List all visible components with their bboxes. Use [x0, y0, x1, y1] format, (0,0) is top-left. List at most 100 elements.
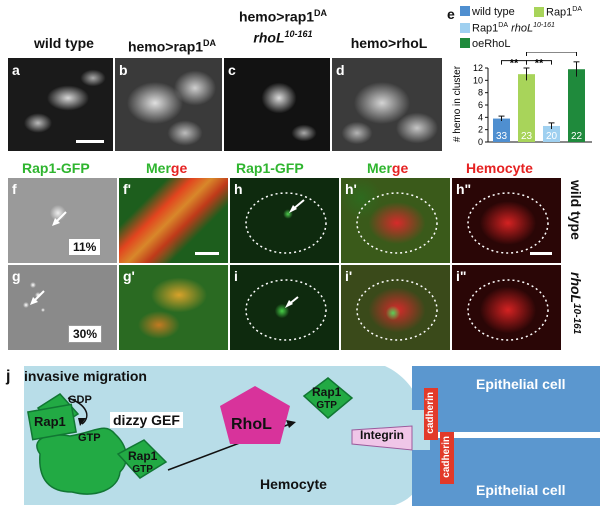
panel-label-h-prime: h' [345, 181, 357, 197]
n-label: 23 [521, 131, 533, 142]
panel-label-h-double-prime: h" [456, 181, 472, 197]
exchange-arrow [67, 397, 88, 425]
panel-label-j: j [6, 368, 11, 385]
significance-label: ** [510, 58, 519, 70]
micrograph-i-prime: i' [341, 265, 450, 350]
y-tick-label: 4 [478, 112, 483, 122]
y-tick-label: 10 [473, 75, 483, 85]
col-header-rap1-gfp-1: Rap1-GFP [22, 160, 90, 176]
legend-swatch [460, 38, 470, 48]
row-label-rhol: rhoL10-161 [568, 272, 584, 335]
epithelial-cell-top [430, 366, 600, 432]
rap1-label: Rap1 [34, 414, 66, 429]
bar-chart: # hemo in cluster 0 2 4 6 8 10 12 33 23 20 22 ** ** n… [452, 52, 592, 147]
cadherin-label-bottom: cadherin [441, 436, 452, 478]
cadherin-top [424, 388, 438, 440]
percentage-badge: 11% [68, 238, 102, 256]
y-tick-label: 0 [478, 137, 483, 147]
legend-wild-type: wild type [460, 6, 515, 18]
micrograph-h: h [230, 178, 339, 263]
n-label: 33 [496, 131, 508, 142]
bar [568, 69, 585, 142]
panel-label-f-prime: f' [123, 181, 131, 197]
activation-arrow-head [286, 420, 296, 428]
micrograph-c: c [224, 58, 330, 151]
scale-bar [76, 140, 104, 143]
integrin-shape [351, 425, 413, 451]
cell-outline [245, 192, 327, 254]
exchange-arrow-head [78, 418, 86, 426]
y-axis-label: # hemo in cluster [452, 65, 463, 142]
y-tick-label: 6 [478, 100, 483, 110]
cell-outline [467, 279, 549, 341]
rap1-gtp-label-b: Rap1 GTP [312, 385, 342, 411]
micrograph-d: d [332, 58, 442, 151]
significance-bracket [526, 60, 552, 65]
epithelial-cell-label-bottom: Epithelial cell [476, 482, 566, 498]
panel-label-c: c [228, 62, 236, 78]
micrograph-i: i [230, 265, 339, 350]
y-tick-label: 8 [478, 88, 483, 98]
cell-outline [356, 192, 438, 254]
panel-label-i-prime: i' [345, 268, 353, 284]
significance-label: ** [535, 58, 544, 70]
cell-outline [356, 279, 438, 341]
hemocyte-label: Hemocyte [260, 476, 327, 492]
cell-outline [245, 279, 327, 341]
col-header-merge-1: Merge [146, 160, 188, 176]
micrograph-h-prime: h' [341, 178, 450, 263]
micrograph-i-double-prime: i" [452, 265, 561, 350]
y-tick-label: 12 [473, 63, 483, 73]
panel-label-i: i [234, 268, 238, 284]
significance-label: ns [554, 52, 565, 53]
gtp-label: GTP [78, 432, 101, 444]
n-label: 22 [571, 131, 583, 142]
col-header-hemocyte: Hemocyte [466, 160, 533, 176]
rap1-gtp-label-a: Rap1 GTP [128, 449, 158, 475]
percentage-badge: 30% [68, 325, 103, 343]
micrograph-f: f 11% [8, 178, 117, 263]
rap1-gdp-body [27, 403, 77, 441]
micrograph-g-prime: g' [119, 265, 228, 350]
header-hemo-rap1da-rhol: hemo>rap1DA rhoL10-161 [238, 8, 328, 46]
panel-label-b: b [119, 62, 128, 78]
micrograph-a: a [8, 58, 113, 151]
scale-bar [195, 252, 219, 255]
rap1-gtp-shape-b [302, 377, 354, 419]
legend-swatch [460, 6, 470, 16]
panel-label-g-prime: g' [123, 268, 135, 284]
schematic-title: invasive migration [24, 368, 147, 384]
rhol-pentagon [220, 386, 290, 444]
col-header-rap1-gfp-2: Rap1-GFP [236, 160, 304, 176]
panel-label-a: a [12, 62, 20, 78]
n-label: 20 [546, 131, 558, 142]
micrograph-h-double-prime: h" [452, 178, 561, 263]
legend-swatch [460, 22, 470, 33]
epithelial-cell-label-top: Epithelial cell [476, 376, 566, 392]
header-wild-type: wild type [34, 35, 94, 51]
micrograph-g: g 30% [8, 265, 117, 350]
header-hemo-rap1da: hemo>rap1DA [127, 38, 217, 55]
integrin-label: Integrin [360, 428, 404, 442]
cadherin-bottom [440, 432, 454, 484]
legend-rap1da-rhol: Rap1DA rhoL10-161 [460, 22, 555, 35]
panel-label-d: d [336, 62, 345, 78]
panel-label-e: e [447, 6, 455, 22]
legend-oerhol: oeRhoL [460, 38, 511, 50]
legend-swatch [534, 6, 544, 17]
col-header-merge-2: Merge [367, 160, 409, 176]
significance-bracket [526, 52, 577, 56]
arrow-icon [52, 211, 67, 226]
bar [518, 74, 535, 142]
micrograph-b: b [115, 58, 222, 151]
gdp-label: GDP [68, 394, 92, 406]
dizzy-gef-label: dizzy GEF [110, 412, 183, 428]
row-label-wild-type: wild type [568, 180, 584, 240]
panel-label-f: f [12, 181, 17, 197]
migration-schematic [24, 366, 600, 506]
rhol-label: RhoL [231, 416, 272, 433]
cell-outline [467, 192, 549, 254]
bar [493, 118, 510, 142]
panel-label-h: h [234, 181, 243, 197]
header-hemo-rhol: hemo>rhoL [350, 35, 428, 51]
